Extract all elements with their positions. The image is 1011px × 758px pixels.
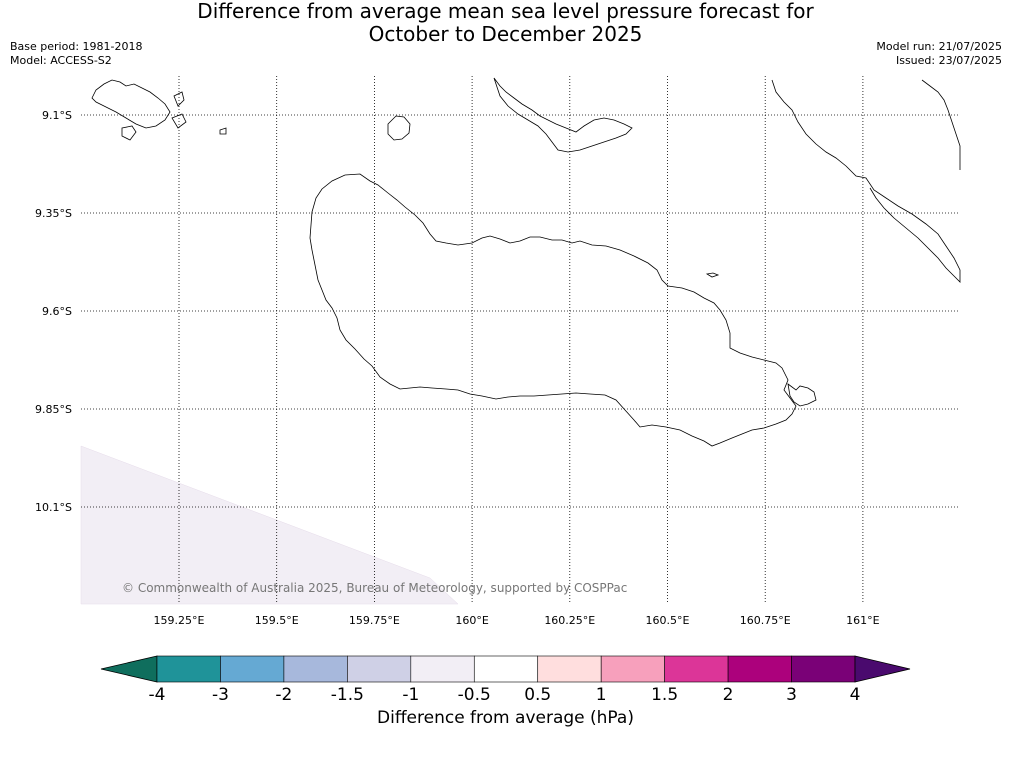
- map-title-line1: Difference from average mean sea level p…: [197, 0, 814, 23]
- longitude-label: 160.75°E: [740, 614, 791, 627]
- meta-left: Base period: 1981-2018 Model: ACCESS-S2: [10, 40, 142, 68]
- base-period-text: Base period: 1981-2018: [10, 40, 143, 53]
- coastline-northwest-islet-a: [121, 125, 137, 141]
- colorbar-swatch: [220, 655, 285, 683]
- longitude-label: 159.5°E: [255, 614, 299, 627]
- model-run-text: Model run: 21/07/2025: [876, 40, 1002, 53]
- colorbar-swatch: [600, 655, 665, 683]
- colorbar-swatch: [283, 655, 348, 683]
- colorbar-swatch: [473, 655, 539, 683]
- model-text: Model: ACCESS-S2: [10, 54, 112, 67]
- colorbar-swatch: [664, 655, 729, 683]
- coastline-northeast: [771, 79, 961, 283]
- colorbar-tick-labels: -4 -3 -2 -1.5 -1 -0.5 0.5 1 1.5 2 3 4: [149, 685, 861, 705]
- colorbar-swatch: [791, 655, 856, 683]
- map-title-line2: October to December 2025: [368, 22, 643, 46]
- colorbar-tick-label: 1: [596, 685, 607, 705]
- colorbar-swatch: [347, 655, 412, 683]
- meta-right: Model run: 21/07/2025 Issued: 23/07/2025: [876, 40, 1002, 68]
- coastline-northwest-islet-d: [219, 127, 227, 135]
- issued-text: Issued: 23/07/2025: [895, 54, 1002, 67]
- colorbar-tick-label: 0.5: [524, 685, 551, 705]
- colorbar-tick-label: -1.5: [331, 685, 364, 705]
- latitude-label: 9.85°S: [35, 403, 72, 416]
- latitude-label: 9.35°S: [35, 207, 72, 220]
- colorbar-label: Difference from average (hPa): [377, 708, 634, 728]
- colorbar-tick-label: 4: [850, 685, 861, 705]
- longitude-label: 160°E: [455, 614, 488, 627]
- colorbar: [100, 655, 911, 683]
- latitude-label: 9.1°S: [42, 109, 72, 122]
- colorbar-tick-label: 3: [786, 685, 797, 705]
- coastline-main-island: [309, 173, 797, 447]
- map-title: Difference from average mean sea level p…: [0, 0, 1011, 46]
- longitude-label: 159.75°E: [349, 614, 400, 627]
- coastline-northwest: [91, 79, 171, 129]
- longitude-label: 160.25°E: [544, 614, 595, 627]
- coastline-round-island: [387, 115, 411, 141]
- longitude-labels: 159.25°E 159.5°E 159.75°E 160°E 160.25°E 160.…: [154, 614, 880, 627]
- longitude-label: 161°E: [846, 614, 879, 627]
- colorbar-tick-label: -1: [402, 685, 419, 705]
- colorbar-tick-label: -4: [149, 685, 166, 705]
- colorbar-low-extend: [100, 655, 158, 683]
- colorbar-tick-label: -3: [212, 685, 229, 705]
- coastline-east-edge: [921, 79, 961, 170]
- coastline-north-central: [493, 77, 633, 153]
- colorbar-swatch: [410, 655, 475, 683]
- copyright-text: © Commonwealth of Australia 2025, Bureau…: [122, 581, 627, 595]
- colorbar-swatch: [727, 655, 792, 683]
- colorbar-swatch: [156, 655, 221, 683]
- gridlines: [81, 76, 960, 604]
- longitude-label: 159.25°E: [154, 614, 205, 627]
- colorbar-tick-label: 1.5: [651, 685, 678, 705]
- latitude-label: 10.1°S: [35, 501, 72, 514]
- latitude-labels: 9.1°S 9.35°S 9.6°S 9.85°S 10.1°S: [35, 109, 72, 514]
- coastline-southeast-cape: [787, 383, 817, 407]
- colorbar-tick-label: 2: [723, 685, 734, 705]
- coastlines: [91, 77, 961, 447]
- colorbar-high-extend: [854, 655, 911, 683]
- longitude-label: 160.5°E: [646, 614, 690, 627]
- latitude-label: 9.6°S: [42, 305, 72, 318]
- coastline-small-islet: [705, 272, 720, 278]
- colorbar-tick-label: -2: [275, 685, 292, 705]
- shaded-anomaly-region: [80, 445, 459, 605]
- coastline-northwest-islet-c: [173, 91, 185, 107]
- colorbar-swatch: [537, 655, 602, 683]
- colorbar-tick-label: -0.5: [458, 685, 491, 705]
